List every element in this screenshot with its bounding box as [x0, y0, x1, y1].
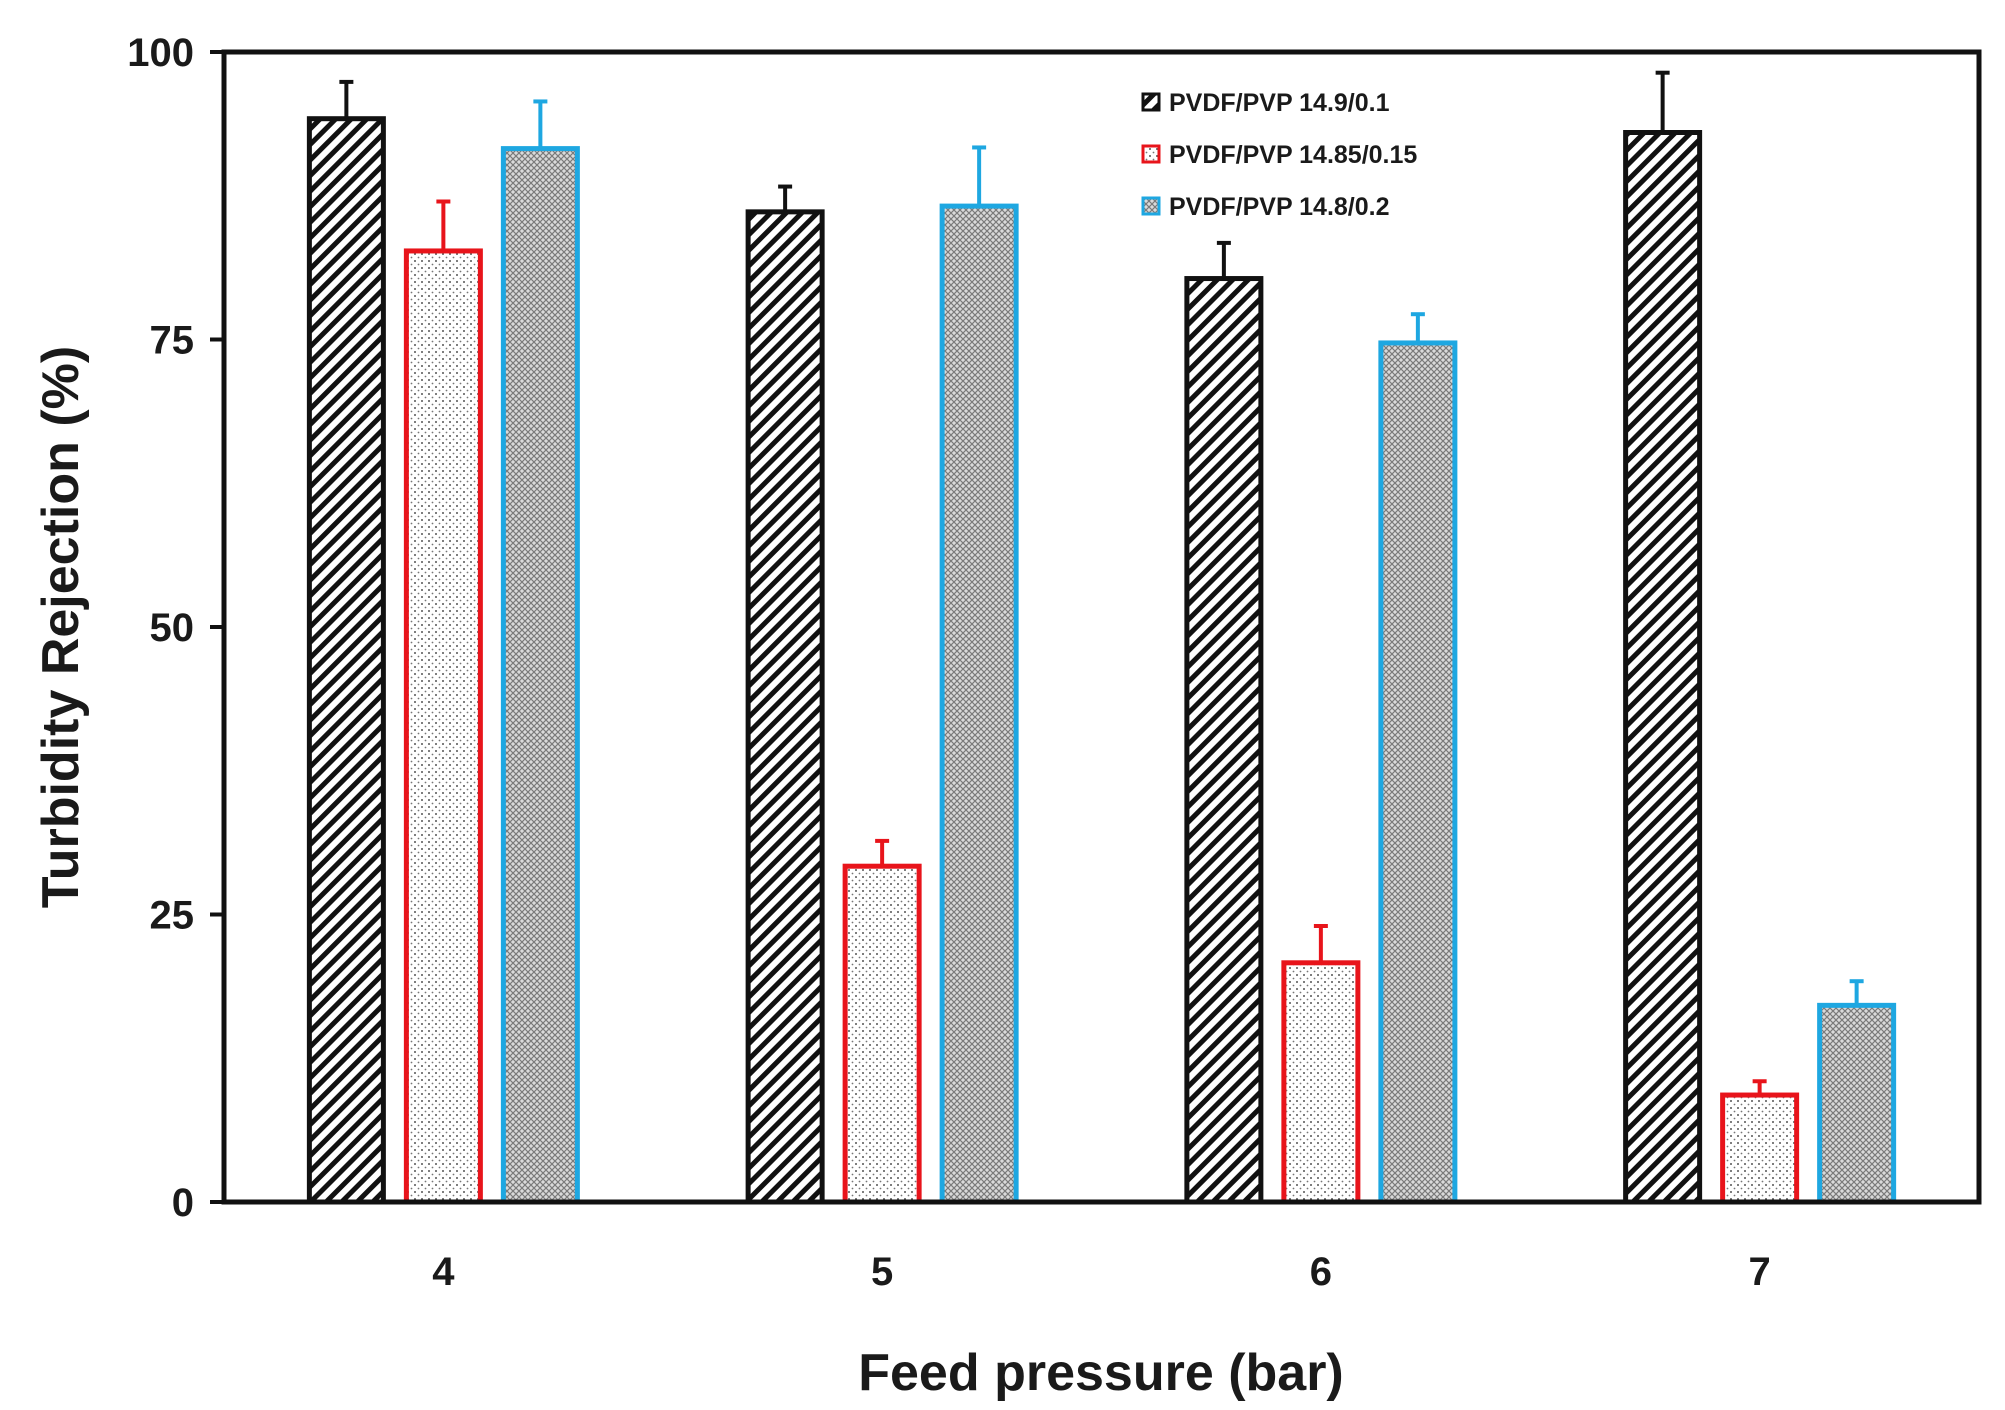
- bar-diagonal-hatch: [306, 116, 386, 1205]
- legend-swatch: [1141, 92, 1161, 112]
- bar-crosshatch: [500, 146, 580, 1205]
- bar-crosshatch: [939, 203, 1019, 1205]
- bars-layer: [306, 116, 1897, 1205]
- x-tick-label: 7: [1749, 1250, 1771, 1294]
- bar-dots: [1720, 1092, 1800, 1205]
- y-axis-title: Turbidity Rejection (%): [32, 346, 90, 908]
- error-bars-layer: [339, 70, 1864, 1096]
- y-axis-ticks: 0 25 50 75 100: [127, 31, 224, 1225]
- x-axis-ticks: 4 5 6 7: [432, 1250, 1771, 1294]
- bar-diagonal-hatch: [1623, 130, 1703, 1205]
- bar-dots: [1281, 960, 1361, 1205]
- y-tick-label: 25: [150, 894, 195, 938]
- legend-label: PVDF/PVP 14.85/0.15: [1169, 141, 1417, 169]
- bar-crosshatch: [1817, 1002, 1897, 1205]
- bar-diagonal-hatch: [745, 209, 825, 1205]
- bar-dots: [842, 863, 922, 1205]
- y-tick-label: 75: [150, 319, 195, 363]
- x-tick-label: 5: [871, 1250, 893, 1294]
- x-tick-label: 4: [432, 1250, 455, 1294]
- legend: PVDF/PVP 14.9/0.1 PVDF/PVP 14.85/0.15 PVDF…: [1141, 89, 1417, 221]
- legend-swatch: [1141, 196, 1161, 216]
- plot-frame: [221, 49, 1982, 1205]
- legend-swatch: [1141, 144, 1161, 164]
- y-tick-label: 100: [127, 31, 194, 75]
- bar-diagonal-hatch: [1184, 276, 1264, 1205]
- bar-dots: [403, 248, 483, 1205]
- legend-label: PVDF/PVP 14.8/0.2: [1169, 193, 1390, 221]
- legend-label: PVDF/PVP 14.9/0.1: [1169, 89, 1390, 117]
- bar-crosshatch: [1378, 340, 1458, 1205]
- y-tick-label: 0: [172, 1181, 194, 1225]
- x-tick-label: 6: [1310, 1250, 1332, 1294]
- y-tick-label: 50: [150, 606, 195, 650]
- x-axis-title: Feed pressure (bar): [858, 1344, 1344, 1402]
